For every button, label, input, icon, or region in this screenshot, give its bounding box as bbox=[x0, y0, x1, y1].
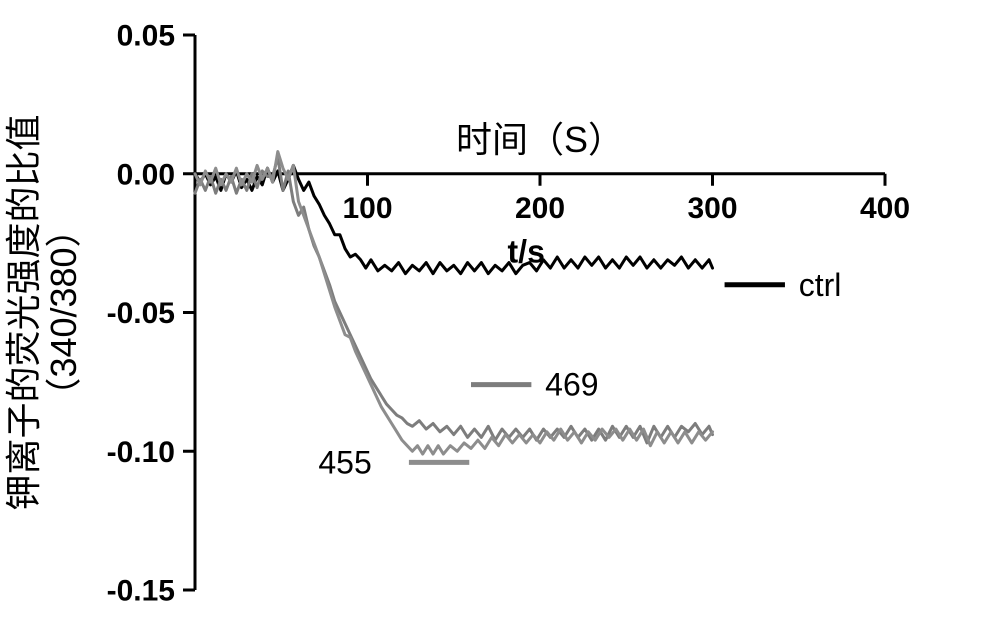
svg-text:（340/380）: （340/380） bbox=[43, 211, 84, 413]
fluorescence-ratio-chart: 0.05 0.00 -0.05 -0.10 -0.15 100 200 300 400 时间（S）… bbox=[0, 0, 1000, 617]
y-axis-label: 钾离子的荧光强度的比值（340/380） bbox=[3, 114, 84, 510]
y-tick-label: -0.05 bbox=[107, 297, 175, 330]
series-line-469 bbox=[195, 157, 713, 443]
legend-label-455: 455 bbox=[318, 444, 371, 480]
x-tick-label: 200 bbox=[515, 192, 565, 225]
x-tick-label: 400 bbox=[860, 192, 910, 225]
svg-text:钾离子的荧光强度的比值: 钾离子的荧光强度的比值 bbox=[3, 114, 44, 510]
legend-label-469: 469 bbox=[545, 367, 598, 403]
y-tick-label: 0.00 bbox=[117, 158, 175, 191]
inline-annotation-ts: t/s bbox=[508, 234, 545, 270]
series-line-455 bbox=[195, 152, 713, 454]
x-axis-label: 时间（S） bbox=[456, 119, 624, 160]
y-tick-label: 0.05 bbox=[117, 20, 175, 53]
y-tick-label: -0.10 bbox=[107, 436, 175, 469]
y-tick-label: -0.15 bbox=[107, 575, 175, 608]
x-tick-label: 300 bbox=[687, 192, 737, 225]
legend-label-ctrl: ctrl bbox=[799, 267, 842, 303]
x-tick-label: 100 bbox=[342, 192, 392, 225]
